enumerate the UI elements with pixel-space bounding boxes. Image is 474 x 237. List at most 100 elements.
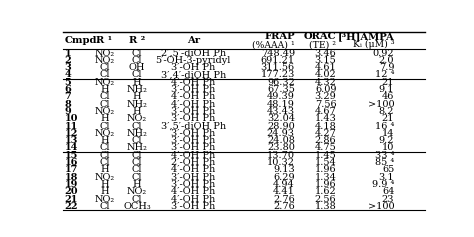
Text: 46: 46 bbox=[382, 92, 394, 101]
Text: 21: 21 bbox=[382, 114, 394, 123]
Text: 1.96: 1.96 bbox=[315, 165, 337, 174]
Text: 4′-OH Ph: 4′-OH Ph bbox=[171, 165, 215, 174]
Text: H: H bbox=[133, 107, 141, 116]
Text: 28.90: 28.90 bbox=[267, 122, 295, 131]
Text: 4.67: 4.67 bbox=[315, 107, 337, 116]
Text: 9: 9 bbox=[64, 107, 71, 116]
Text: 2.76: 2.76 bbox=[273, 195, 295, 204]
Text: [³H]AMPA: [³H]AMPA bbox=[337, 32, 394, 41]
Text: NO₂: NO₂ bbox=[127, 187, 147, 196]
Text: Cl: Cl bbox=[132, 173, 142, 182]
Text: NH₂: NH₂ bbox=[127, 100, 147, 109]
Text: 3.15: 3.15 bbox=[315, 56, 337, 65]
Text: 9.1: 9.1 bbox=[379, 85, 394, 94]
Text: 5: 5 bbox=[64, 78, 71, 87]
Text: Kᵢ (μM) ³: Kᵢ (μM) ³ bbox=[353, 40, 394, 49]
Text: Cl: Cl bbox=[99, 143, 110, 152]
Text: 10: 10 bbox=[382, 143, 394, 152]
Text: 1.62: 1.62 bbox=[315, 187, 337, 196]
Text: Cl: Cl bbox=[99, 158, 110, 167]
Text: 5′-OH-3-pyridyl: 5′-OH-3-pyridyl bbox=[155, 56, 231, 65]
Text: 4.27: 4.27 bbox=[315, 129, 337, 138]
Text: 32.04: 32.04 bbox=[267, 114, 295, 123]
Text: 85 ⁴: 85 ⁴ bbox=[375, 158, 394, 167]
Text: 10: 10 bbox=[64, 114, 78, 123]
Text: H: H bbox=[100, 136, 109, 145]
Text: NO₂: NO₂ bbox=[94, 195, 115, 204]
Text: 8.2: 8.2 bbox=[379, 107, 394, 116]
Text: 691.21: 691.21 bbox=[261, 56, 295, 65]
Text: 3′-OH Ph: 3′-OH Ph bbox=[171, 202, 215, 211]
Text: 4.32: 4.32 bbox=[315, 78, 337, 87]
Text: Cmpd.: Cmpd. bbox=[64, 36, 100, 45]
Text: 12: 12 bbox=[64, 129, 78, 138]
Text: 23.80: 23.80 bbox=[267, 143, 295, 152]
Text: Cl: Cl bbox=[99, 100, 110, 109]
Text: 2′,5′-diOH Ph: 2′,5′-diOH Ph bbox=[161, 49, 226, 58]
Text: 23: 23 bbox=[382, 195, 394, 204]
Text: 3′-OH Ph: 3′-OH Ph bbox=[171, 173, 215, 182]
Text: >100: >100 bbox=[368, 100, 394, 109]
Text: NO₂: NO₂ bbox=[94, 129, 115, 138]
Text: 1.34: 1.34 bbox=[315, 173, 337, 182]
Text: H: H bbox=[100, 85, 109, 94]
Text: Cl: Cl bbox=[99, 63, 110, 72]
Text: 4.18: 4.18 bbox=[315, 122, 337, 131]
Text: 6.29: 6.29 bbox=[273, 173, 295, 182]
Text: 3′,4′-diOH Ph: 3′,4′-diOH Ph bbox=[161, 70, 226, 79]
Text: 3.46: 3.46 bbox=[315, 49, 337, 58]
Text: 96.32: 96.32 bbox=[267, 78, 295, 87]
Text: 6: 6 bbox=[64, 85, 71, 94]
Text: 43.43: 43.43 bbox=[267, 107, 295, 116]
Text: ORAC: ORAC bbox=[304, 32, 337, 41]
Text: 3′-OH Ph: 3′-OH Ph bbox=[171, 180, 215, 189]
Text: Cl: Cl bbox=[132, 56, 142, 65]
Text: 33 ⁴: 33 ⁴ bbox=[375, 151, 394, 160]
Text: 9.2: 9.2 bbox=[379, 136, 394, 145]
Text: 22: 22 bbox=[64, 202, 78, 211]
Text: 4′-OH Ph: 4′-OH Ph bbox=[171, 100, 215, 109]
Text: NO₂: NO₂ bbox=[94, 173, 115, 182]
Text: 49.39: 49.39 bbox=[267, 92, 295, 101]
Text: 16 ⁴: 16 ⁴ bbox=[375, 122, 394, 131]
Text: 1.38: 1.38 bbox=[315, 202, 337, 211]
Text: 4: 4 bbox=[64, 70, 71, 79]
Text: 3′-OH Ph: 3′-OH Ph bbox=[171, 129, 215, 138]
Text: NO₂: NO₂ bbox=[94, 78, 115, 87]
Text: NO₂: NO₂ bbox=[94, 107, 115, 116]
Text: >100: >100 bbox=[368, 202, 394, 211]
Text: 2.0: 2.0 bbox=[379, 56, 394, 65]
Text: Cl: Cl bbox=[99, 122, 110, 131]
Text: 1.43: 1.43 bbox=[315, 114, 337, 123]
Text: Ar: Ar bbox=[187, 36, 200, 45]
Text: 3′-OH Ph: 3′-OH Ph bbox=[171, 114, 215, 123]
Text: 18: 18 bbox=[64, 173, 78, 182]
Text: 11: 11 bbox=[64, 122, 78, 131]
Text: 3′-OH Ph: 3′-OH Ph bbox=[171, 136, 215, 145]
Text: OCH₃: OCH₃ bbox=[123, 202, 151, 211]
Text: R ²: R ² bbox=[129, 36, 145, 45]
Text: Cl: Cl bbox=[132, 195, 142, 204]
Text: 8: 8 bbox=[64, 100, 71, 109]
Text: 3′-OH Ph: 3′-OH Ph bbox=[171, 63, 215, 72]
Text: Cl: Cl bbox=[99, 202, 110, 211]
Text: 9.9 ⁴: 9.9 ⁴ bbox=[372, 180, 394, 189]
Text: 14: 14 bbox=[382, 129, 394, 138]
Text: 3′,5′-diOH Ph: 3′,5′-diOH Ph bbox=[161, 122, 226, 131]
Text: 4.02: 4.02 bbox=[315, 70, 337, 79]
Text: H: H bbox=[100, 187, 109, 196]
Text: Cl: Cl bbox=[132, 165, 142, 174]
Text: NH₂: NH₂ bbox=[127, 85, 147, 94]
Text: R ¹: R ¹ bbox=[97, 36, 113, 45]
Text: NO₂: NO₂ bbox=[94, 56, 115, 65]
Text: 2′-OH Ph: 2′-OH Ph bbox=[171, 158, 215, 167]
Text: 2.76: 2.76 bbox=[273, 202, 295, 211]
Text: 16: 16 bbox=[64, 158, 78, 167]
Text: 3′-OH Ph: 3′-OH Ph bbox=[171, 143, 215, 152]
Text: 4.75: 4.75 bbox=[315, 143, 337, 152]
Text: H: H bbox=[133, 92, 141, 101]
Text: 4′-OH Ph: 4′-OH Ph bbox=[171, 151, 215, 160]
Text: 7.9: 7.9 bbox=[379, 63, 394, 72]
Text: Cl: Cl bbox=[132, 122, 142, 131]
Text: H: H bbox=[133, 78, 141, 87]
